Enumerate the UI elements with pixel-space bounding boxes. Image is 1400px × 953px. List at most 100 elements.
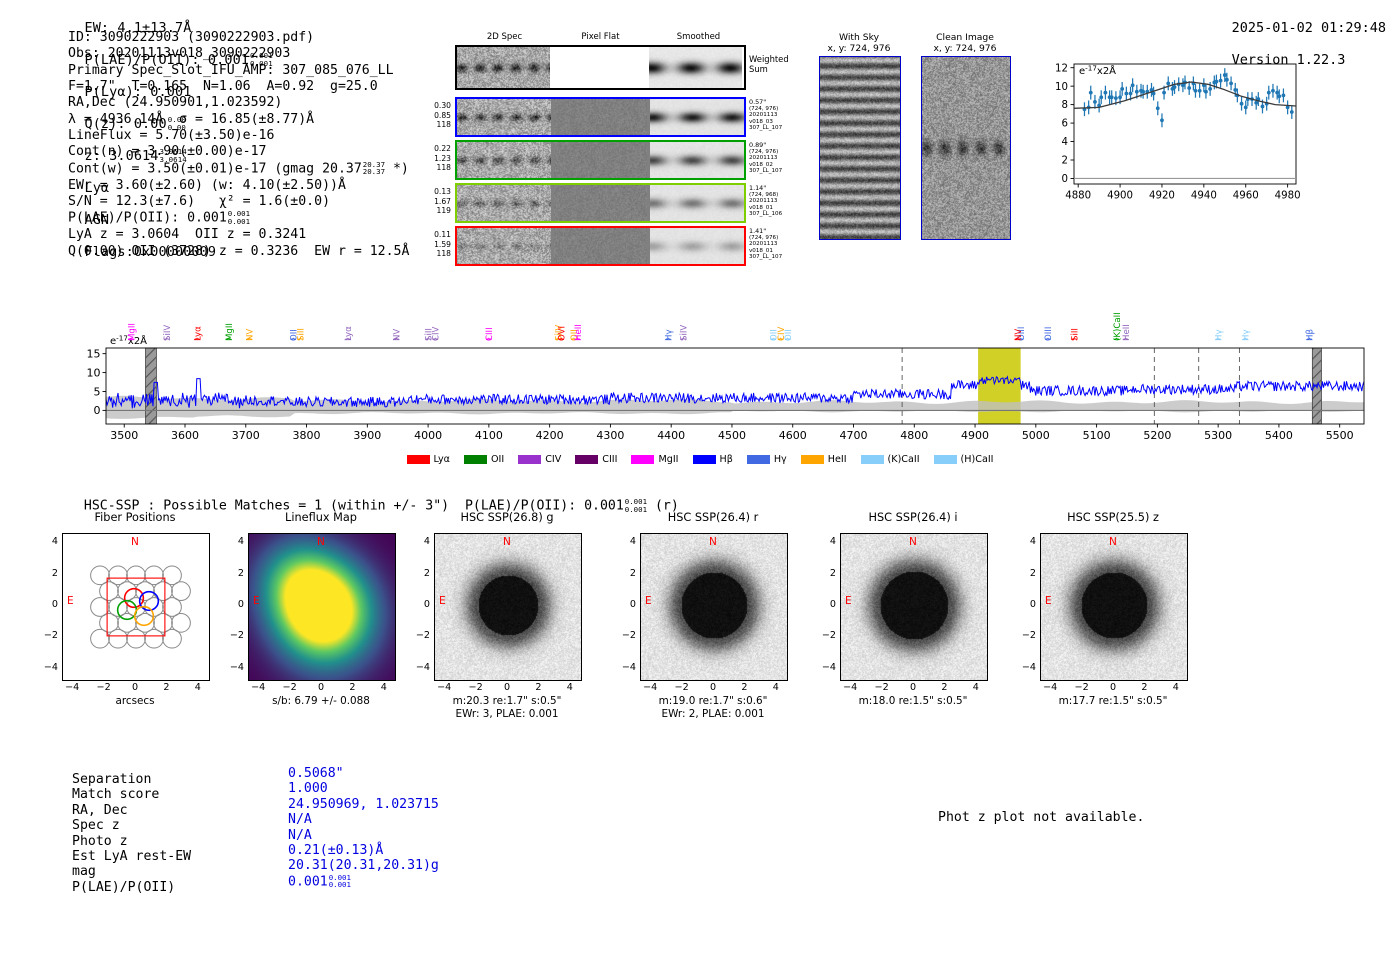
match-row-label: Spec z xyxy=(72,818,120,834)
legend-item: (H)CaII xyxy=(933,454,993,465)
panel-y-tick: 0 xyxy=(829,599,836,610)
panel-x-tick: 4 xyxy=(772,682,779,693)
svg-text:⏞: ⏞ xyxy=(1045,338,1051,350)
panel-y-tick: 2 xyxy=(51,567,58,579)
match-table-labels: Separation Match score RA, Dec Spec z Photo … xyxy=(72,772,191,895)
info-plae: P(LAE)/P(OII): 0.001 0.001 0.001 xyxy=(68,209,251,226)
svg-text:5400: 5400 xyxy=(1265,429,1293,442)
legend-swatch xyxy=(406,455,430,464)
match-row-value: N/A xyxy=(288,812,312,828)
svg-text:4900: 4900 xyxy=(961,429,989,442)
svg-text:⏞: ⏞ xyxy=(1015,338,1021,350)
panel-x-tick: 0 xyxy=(909,682,917,693)
info-primary-spec: Primary Spec_Slot_IFU_AMP: 307_085_076_L… xyxy=(68,62,394,78)
svg-text:5500: 5500 xyxy=(1326,429,1354,442)
compass-north-label: N xyxy=(131,536,139,548)
panel-y-tick: 0 xyxy=(237,599,244,610)
legend-item: Lyα xyxy=(406,454,450,465)
emission-line-label: NV xyxy=(246,329,256,341)
match-row-value: 20.31(20.31,20.31)g xyxy=(288,858,439,874)
panel-caption: m:17.7 re:1.5" s:0.5" xyxy=(1058,695,1168,707)
panel-caption-secondary: EWr: 2, PLAE: 0.001 xyxy=(661,708,765,720)
info-qline: Q(0.00) OII (3728) z = 0.3236 EW r = 12.… xyxy=(68,243,410,259)
match-plae-range: 0.001 0.001 xyxy=(328,872,351,890)
fiber-cell xyxy=(553,228,647,264)
svg-text:⏞: ⏞ xyxy=(129,338,135,350)
match-row-label: Photo z xyxy=(72,833,128,849)
full-spectrum-plot: 0 5 10 15 3500 3600 3700 3800 3900 4000 4100 4200 43… xyxy=(78,286,1370,446)
svg-text:4940: 4940 xyxy=(1191,191,1217,202)
fiber-cell xyxy=(650,142,744,178)
svg-text:⏞: ⏞ xyxy=(425,338,431,350)
info-radec: RA,Dec (24.950901,1.023592) xyxy=(68,95,283,111)
match-row-value: 0.21(±0.13)Å xyxy=(288,843,384,859)
panel-y-tick: −2 xyxy=(1021,630,1036,642)
legend-label: MgII xyxy=(658,454,679,465)
svg-text:⏞: ⏞ xyxy=(194,338,200,350)
svg-text:⏞: ⏞ xyxy=(558,338,564,350)
panel-x-tick: −2 xyxy=(1074,682,1089,693)
svg-text:⏞: ⏞ xyxy=(571,338,577,350)
panel-x-tick: 4 xyxy=(380,682,387,693)
svg-text:4900: 4900 xyxy=(1107,191,1133,202)
panel-caption: m:20.3 re:1.7" s:0.5" xyxy=(452,695,562,707)
panel-title: Lineflux Map xyxy=(285,511,357,524)
panel-x-tick: 4 xyxy=(194,682,201,693)
spec2d-column-title: 2D Spec xyxy=(486,32,523,42)
legend-swatch xyxy=(860,455,884,464)
svg-text:3600: 3600 xyxy=(171,429,199,442)
cutout-name: With Sky xyxy=(838,32,880,43)
svg-text:3800: 3800 xyxy=(293,429,321,442)
emission-line-label: OII xyxy=(784,329,794,341)
svg-text:⏞: ⏞ xyxy=(770,338,776,350)
hsc-heading-text: HSC-SSP : Possible Matches = 1 (within +… xyxy=(83,498,624,514)
header-plya: P(Lyα): 0.001 xyxy=(84,84,192,100)
match-row-label: Separation xyxy=(72,772,152,787)
header-plae-range: 0.001 0.001 xyxy=(250,51,273,68)
panel-y-tick: 4 xyxy=(423,536,430,548)
compass-east-label: E xyxy=(1045,594,1052,607)
svg-text:4700: 4700 xyxy=(840,429,868,442)
panel-y-tick: −4 xyxy=(415,661,430,673)
spec2d-column-title: Pixel Flat xyxy=(581,32,620,42)
panel-y-tick: −2 xyxy=(229,630,244,642)
svg-text:4300: 4300 xyxy=(596,429,624,442)
compass-east-label: E xyxy=(67,594,74,607)
emission-line-label: Hγ xyxy=(664,329,674,341)
legend-item: CIV xyxy=(518,454,561,465)
svg-text:4920: 4920 xyxy=(1149,191,1175,202)
fiber-strip xyxy=(455,183,746,223)
svg-text:⏞: ⏞ xyxy=(394,338,400,350)
hsc-heading-filter: (r) xyxy=(654,498,679,514)
fiber-cell xyxy=(457,142,551,178)
svg-text:⏞: ⏞ xyxy=(345,338,351,350)
cutout-coords: x, y: 724, 976 xyxy=(827,43,891,54)
compass-north-label: N xyxy=(317,536,325,548)
emission-line-label: OII xyxy=(289,329,299,341)
svg-text:4800: 4800 xyxy=(900,429,928,442)
svg-text:4100: 4100 xyxy=(475,429,503,442)
panel-x-tick: 2 xyxy=(1141,682,1148,693)
emission-line-label: OVI xyxy=(557,326,567,341)
cutout-image xyxy=(921,56,1011,240)
svg-text:4880: 4880 xyxy=(1065,191,1091,202)
panel-y-tick: −4 xyxy=(43,661,58,673)
legend-label: Hγ xyxy=(773,454,787,465)
hsc-section-heading: HSC-SSP : Possible Matches = 1 (within +… xyxy=(68,483,679,514)
panel-caption: m:18.0 re:1.5" s:0.5" xyxy=(858,695,968,707)
emission-line-label: MgII xyxy=(128,323,138,341)
emission-line-label: HeII xyxy=(1122,324,1132,341)
panel-y-tick: −4 xyxy=(821,661,836,673)
panel-x-tick: 0 xyxy=(131,682,139,693)
source-info-block: ID: 3090222903 (3090222903.pdf) Obs: 202… xyxy=(68,30,409,260)
cutout-image xyxy=(819,56,901,240)
panel-caption: arcsecs xyxy=(115,695,155,707)
info-lineflux: LineFlux = 5.70(±3.50)e-16 xyxy=(68,128,275,144)
svg-text:4980: 4980 xyxy=(1275,191,1301,202)
legend-label: CIII xyxy=(602,454,618,465)
fiber-meta: 1.41" (724, 976) 20201113 v018_01 307_LL_107 xyxy=(749,227,783,261)
legend-item: CIII xyxy=(575,454,617,465)
svg-text:⏞: ⏞ xyxy=(226,338,232,350)
match-row-value: 0.001 0.001 0.001 xyxy=(288,872,351,890)
svg-text:⏞: ⏞ xyxy=(164,338,170,350)
